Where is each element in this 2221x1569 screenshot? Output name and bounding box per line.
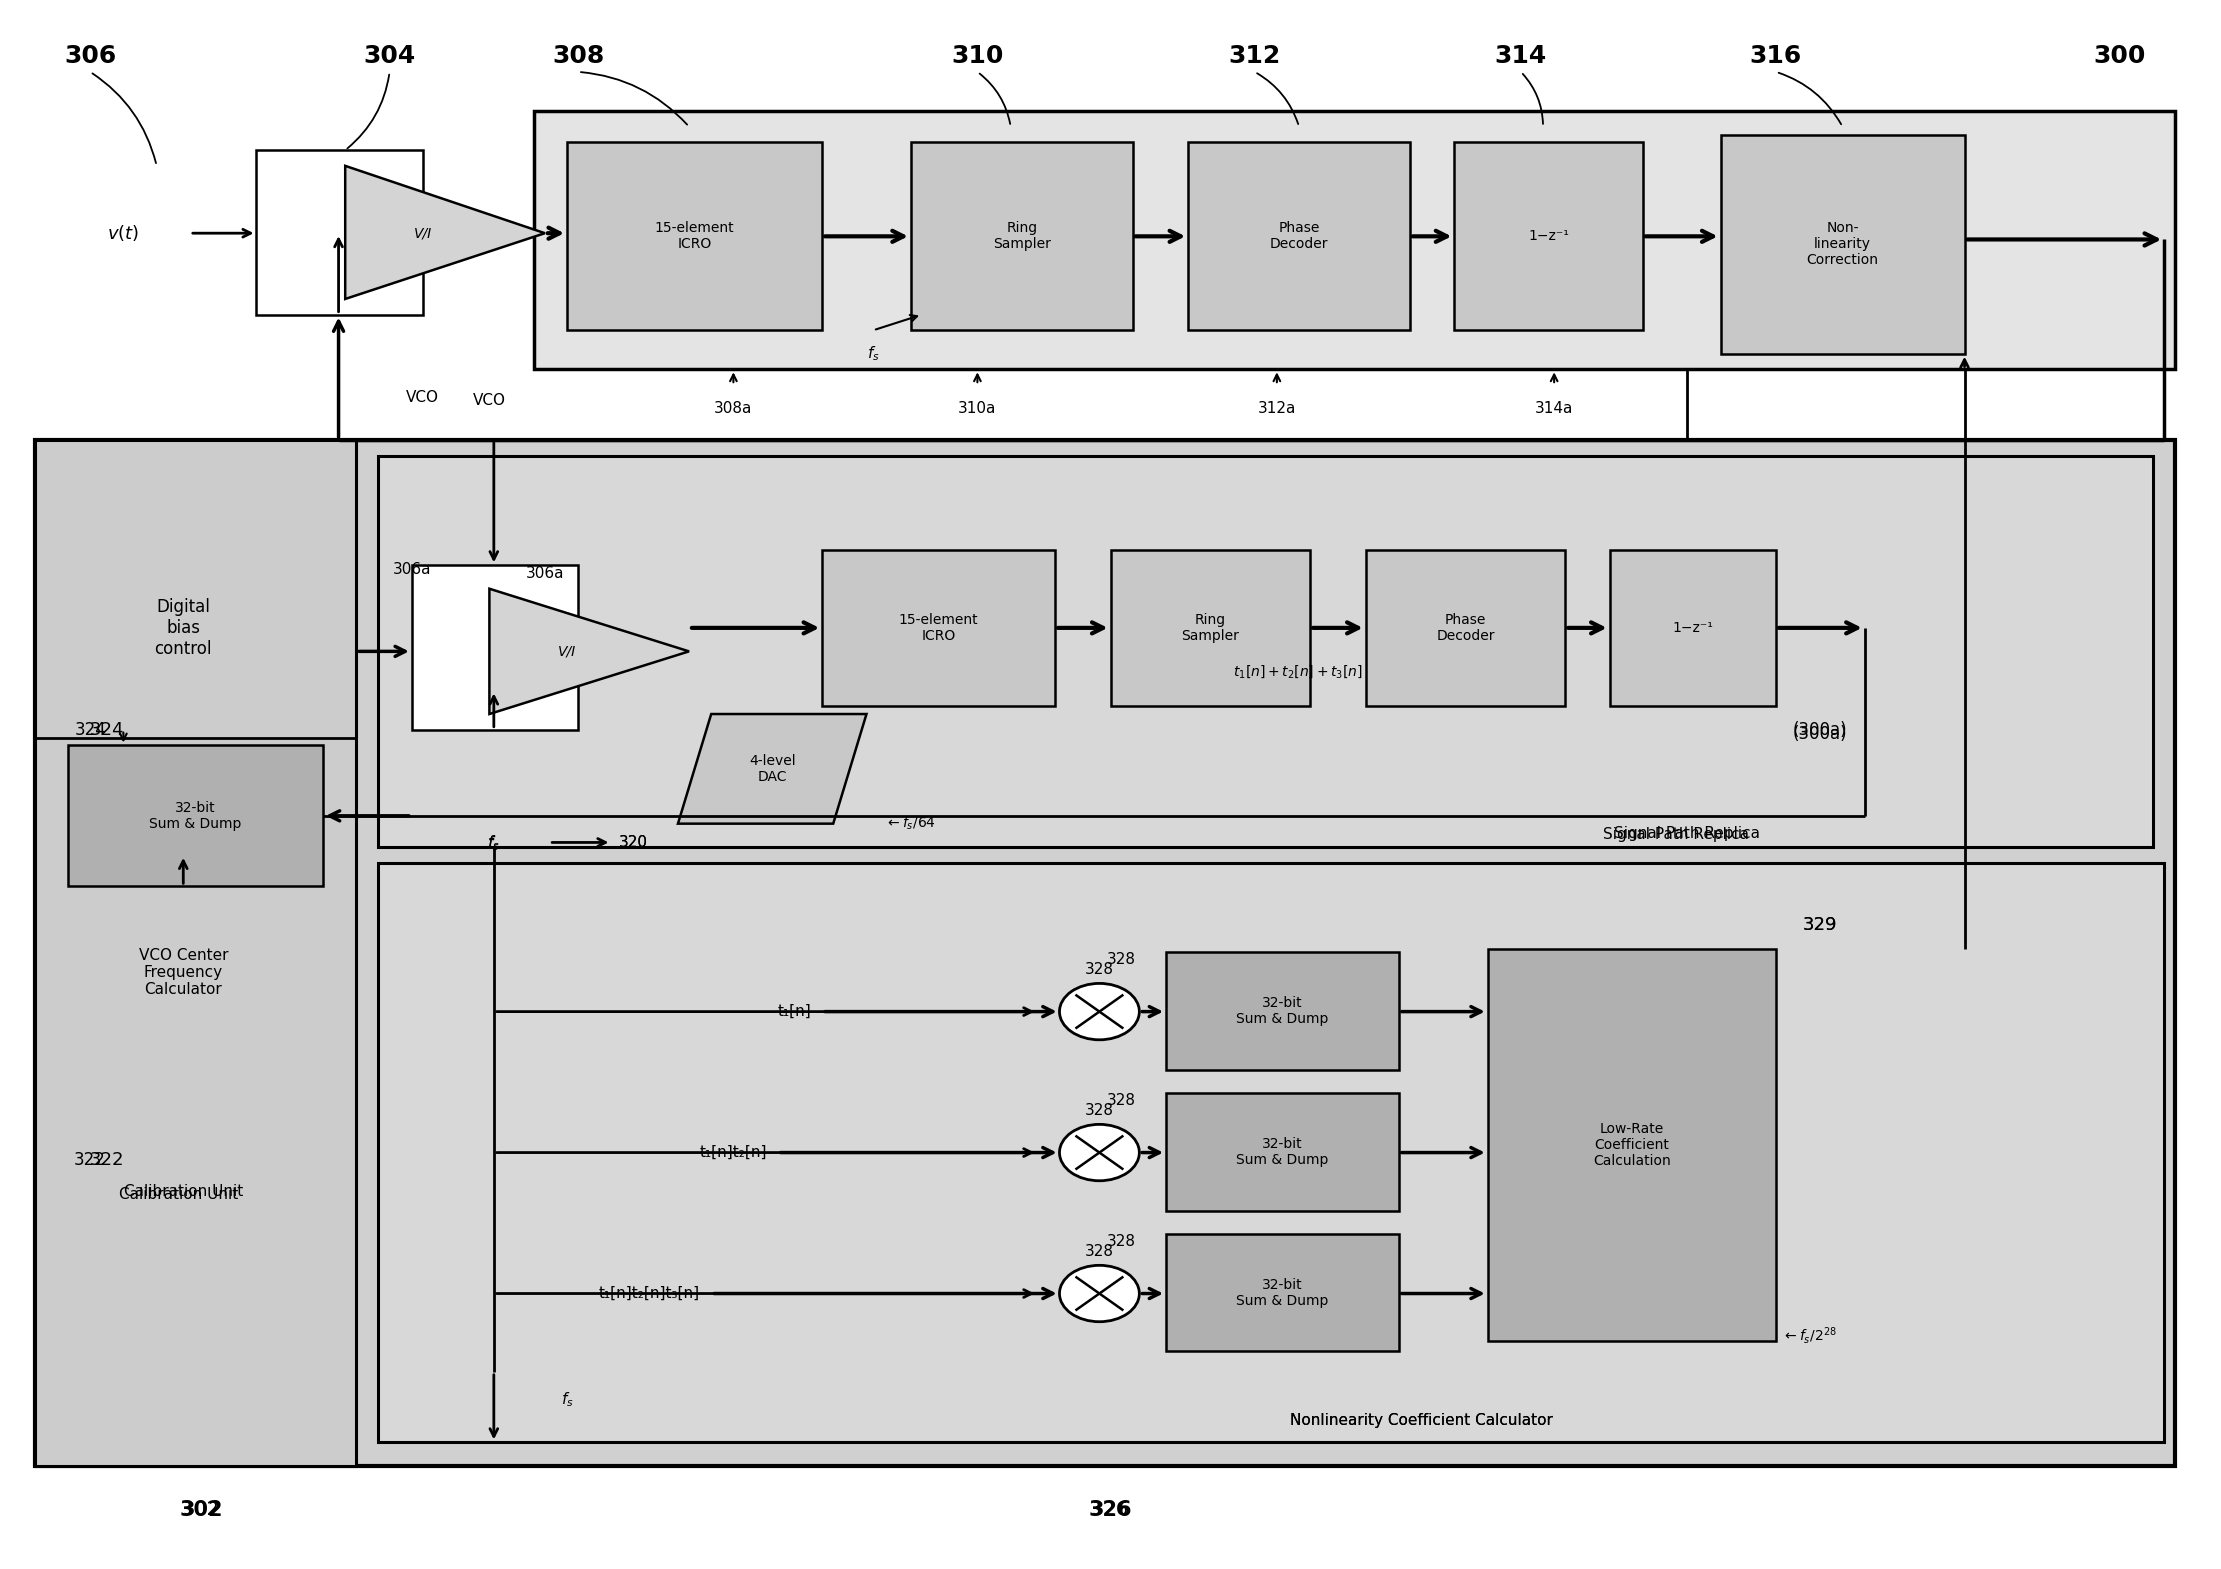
Text: VCO: VCO [406,391,440,405]
Bar [1188,143,1410,331]
Text: $f_s$: $f_s$ [486,833,500,852]
Bar [1721,135,1966,353]
Bar [1166,1094,1399,1211]
Text: Calibration Unit: Calibration Unit [120,1188,238,1202]
Text: $\leftarrow f_s/64$: $\leftarrow f_s/64$ [886,814,937,833]
Bar [1110,549,1310,706]
Text: Ring
Sampler: Ring Sampler [1182,613,1239,643]
Text: 1−z⁻¹: 1−z⁻¹ [1672,621,1712,635]
Bar [255,151,422,315]
Text: 308a: 308a [715,402,753,416]
Circle shape [1059,984,1139,1040]
Text: 304: 304 [364,44,415,67]
Text: V/I: V/I [413,226,431,240]
Text: 320: 320 [620,835,649,850]
Text: 328: 328 [1106,1235,1137,1249]
Bar [1610,549,1777,706]
Text: 15-element
ICRO: 15-element ICRO [655,221,735,251]
Text: 312a: 312a [1257,402,1297,416]
Bar [1166,952,1399,1070]
Text: 32-bit
Sum & Dump: 32-bit Sum & Dump [149,800,242,832]
Text: Signal Path Replica: Signal Path Replica [1615,825,1761,841]
Bar [566,143,822,331]
Text: 324: 324 [73,720,107,739]
Text: 326: 326 [1088,1500,1133,1520]
Text: VCO: VCO [473,394,506,408]
Text: 324: 324 [91,720,124,739]
Text: Phase
Decoder: Phase Decoder [1270,221,1328,251]
Text: 328: 328 [1084,962,1115,977]
Text: 328: 328 [1106,1094,1137,1108]
Text: 306a: 306a [526,565,564,581]
Text: Phase
Decoder: Phase Decoder [1437,613,1495,643]
Bar [1455,143,1644,331]
Text: 314a: 314a [1535,402,1572,416]
Polygon shape [677,714,866,824]
Text: 1−z⁻¹: 1−z⁻¹ [1528,229,1568,243]
Text: Digital
bias
control: Digital bias control [155,598,211,657]
Text: Low-Rate
Coefficient
Calculation: Low-Rate Coefficient Calculation [1592,1122,1670,1167]
Text: $f_s$: $f_s$ [866,345,880,362]
Bar [1166,1233,1399,1351]
Text: 329: 329 [1803,916,1837,935]
Text: 310a: 310a [957,402,997,416]
Text: 4-level
DAC: 4-level DAC [748,753,795,784]
Bar [411,565,577,730]
Text: 306: 306 [64,44,115,67]
Circle shape [1059,1125,1139,1181]
Text: 310: 310 [951,44,1004,67]
Text: 322: 322 [73,1152,107,1169]
Text: V/I: V/I [557,645,575,659]
Bar [911,143,1133,331]
Bar [1488,949,1777,1340]
Text: $t_1[n]+t_2[n]+t_3[n]$: $t_1[n]+t_2[n]+t_3[n]$ [1233,664,1361,679]
Bar [36,439,2174,1465]
Text: 312: 312 [1228,44,1282,67]
Text: 322: 322 [91,1152,124,1169]
Text: 302: 302 [180,1500,222,1520]
Text: (300a): (300a) [1792,720,1848,739]
Text: Calibration Unit: Calibration Unit [124,1185,242,1199]
Text: Non-
linearity
Correction: Non- linearity Correction [1806,221,1879,267]
Text: t₁[n]t₂[n]t₃[n]: t₁[n]t₂[n]t₃[n] [600,1287,700,1301]
Text: 308: 308 [553,44,604,67]
Text: (300a): (300a) [1792,725,1848,744]
Bar [378,455,2152,847]
Text: 320: 320 [620,835,649,850]
Text: 300: 300 [2094,44,2145,67]
Text: 15-element
ICRO: 15-element ICRO [900,613,979,643]
Text: 328: 328 [1106,952,1137,968]
Text: 329: 329 [1803,916,1837,935]
Text: Ring
Sampler: Ring Sampler [993,221,1051,251]
Text: t₁[n]: t₁[n] [777,1004,811,1020]
Polygon shape [344,166,544,300]
Bar [533,111,2174,369]
Bar [69,745,322,886]
Text: t₁[n]t₂[n]: t₁[n]t₂[n] [700,1145,766,1159]
Text: 314: 314 [1495,44,1548,67]
Text: 302: 302 [182,1500,220,1519]
Bar [36,439,355,1465]
Bar [1366,549,1566,706]
Text: 306a: 306a [393,562,431,577]
Text: $v(t)$: $v(t)$ [107,223,140,243]
Text: 328: 328 [1084,1103,1115,1117]
Text: 32-bit
Sum & Dump: 32-bit Sum & Dump [1237,1136,1328,1167]
Polygon shape [489,588,689,714]
Text: VCO Center
Frequency
Calculator: VCO Center Frequency Calculator [138,948,229,998]
Circle shape [1059,1265,1139,1321]
Text: Signal Path Replica: Signal Path Replica [1604,827,1750,843]
Text: 328: 328 [1084,1244,1115,1258]
Text: 316: 316 [1750,44,1801,67]
Text: $f_s$: $f_s$ [486,835,500,854]
Text: 32-bit
Sum & Dump: 32-bit Sum & Dump [1237,1277,1328,1309]
Bar [822,549,1055,706]
Text: $\leftarrow f_s/2^{28}$: $\leftarrow f_s/2^{28}$ [1781,1326,1837,1346]
Text: Nonlinearity Coefficient Calculator: Nonlinearity Coefficient Calculator [1290,1414,1552,1428]
Text: $f_s$: $f_s$ [560,1390,573,1409]
Text: 32-bit
Sum & Dump: 32-bit Sum & Dump [1237,996,1328,1026]
Bar [378,863,2163,1442]
Text: Nonlinearity Coefficient Calculator: Nonlinearity Coefficient Calculator [1290,1414,1552,1428]
Text: 326: 326 [1093,1500,1128,1519]
